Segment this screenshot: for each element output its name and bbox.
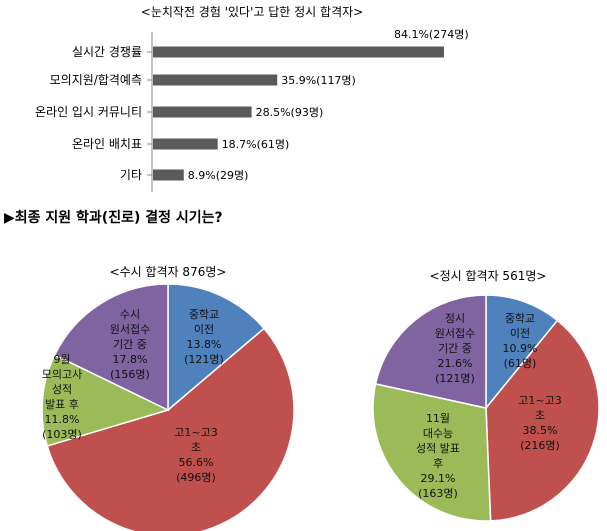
pie-slice [372, 383, 492, 522]
bar-category-label: 온라인 배치표 [72, 137, 142, 151]
pie-slice-label: 고1~고3 초 56.6% (496명) [174, 426, 217, 484]
pie-slice [485, 319, 600, 522]
bar [153, 169, 184, 181]
bar-value-label: 8.9%(29명) [188, 169, 249, 182]
pie-chart-jeongsi: 중학교 이전 10.9% (61명) 고1~고3 초 38.5% (216명) 11월 대수능 성적… [372, 294, 600, 522]
bar [153, 138, 218, 150]
section-heading: ▶최종 지원 학과(진로) 결정 시기는? [4, 209, 223, 226]
bar-value-label: 35.9%(117명) [281, 74, 356, 87]
bar-chart-title: <눈치작전 경험 '있다'고 답한 정시 합격자> [141, 5, 363, 19]
pie-slice [46, 327, 295, 531]
pie-chart-title-susi: <수시 합격자 876명> [110, 265, 227, 279]
pie-slice-label: 11월 대수능 성적 발표 후 29.1% (163명) [416, 412, 460, 500]
pie-slice-label: 고1~고3 초 38.5% (216명) [518, 394, 561, 452]
pie-chart-susi: 중학교 이전 13.8% (121명) 고1~고3 초 56.6% (496명) 9월 모의고사 성… [41, 283, 295, 531]
bar-category-label: 기타 [120, 168, 142, 182]
bar-value-label: 28.5%(93명) [256, 106, 324, 119]
pie-slice [41, 353, 171, 447]
bar-category-label: 온라인 입시 커뮤니티 [35, 105, 142, 119]
pie-slice [485, 294, 559, 411]
bar-category-label: 모의지원/합격예측 [50, 73, 142, 87]
pie-slice [53, 283, 169, 412]
bar-chart: 실시간 경쟁률 84.1%(274명) 모의지원/합격예측 35.9%(117명) 온라… [35, 28, 469, 192]
bar-category-label: 실시간 경쟁률 [72, 45, 142, 59]
pie-slice [167, 283, 266, 412]
bar-value-label: 18.7%(61명) [222, 138, 290, 151]
pie-slice-label: 중학교 이전 10.9% (61명) [503, 312, 538, 370]
bar [153, 74, 278, 86]
pie-slice-label: 정시 원서접수 기간 중 21.6% (121명) [435, 312, 475, 385]
bar-value-label: 84.1%(274명) [394, 28, 469, 41]
bar [153, 46, 444, 58]
pie-chart-title-jeongsi: <정시 합격자 561명> [430, 269, 547, 283]
pie-slice-label: 9월 모의고사 성적 발표 후 11.8% (103명) [42, 353, 82, 441]
pie-slice [374, 294, 487, 409]
pie-slice-label: 중학교 이전 13.8% (121명) [184, 308, 224, 366]
bar [153, 106, 252, 118]
pie-slice-label: 수시 원서접수 기간 중 17.8% (156명) [110, 308, 150, 381]
